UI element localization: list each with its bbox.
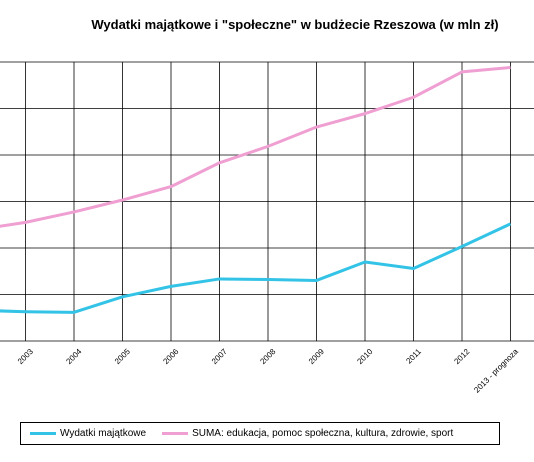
grid-lines (0, 61, 534, 342)
x-tick-label: 2007 (210, 347, 229, 366)
series-lines (0, 65, 512, 314)
legend-label-suma: SUMA: edukacja, pomoc społeczna, kultura… (192, 428, 454, 439)
x-tick-label: 2012 (452, 347, 471, 366)
x-tick-label: 2006 (161, 347, 180, 366)
legend-item-suma: SUMA: edukacja, pomoc społeczna, kultura… (162, 428, 453, 439)
x-tick-label: 2005 (113, 347, 132, 366)
x-tick-label: 2008 (258, 347, 277, 366)
x-tick-label: 2004 (64, 347, 83, 366)
legend-item-wydatki: Wydatki majątkowe (30, 428, 146, 439)
x-tick-label: 2011 (404, 347, 423, 366)
series-line-1 (0, 65, 511, 228)
legend-swatch-suma (162, 432, 189, 435)
legend-label-wydatki: Wydatki majątkowe (60, 428, 147, 439)
line-chart: 2002200320042005200620072008200920102011… (0, 61, 534, 395)
chart-title: Wydatki majątkowe i "społeczne" w budżec… (91, 17, 499, 32)
x-tick-label: 2009 (307, 347, 326, 366)
series-line-0 (0, 222, 512, 314)
x-tick-labels: 2002200320042005200620072008200920102011… (16, 347, 520, 395)
x-tick-label: 2010 (355, 347, 374, 366)
legend: Wydatki majątkowe SUMA: edukacja, pomoc … (20, 422, 500, 445)
x-tick-label: 2013 - prognoza (472, 347, 520, 395)
x-tick-label: 2003 (16, 347, 35, 366)
legend-swatch-wydatki (30, 432, 56, 435)
